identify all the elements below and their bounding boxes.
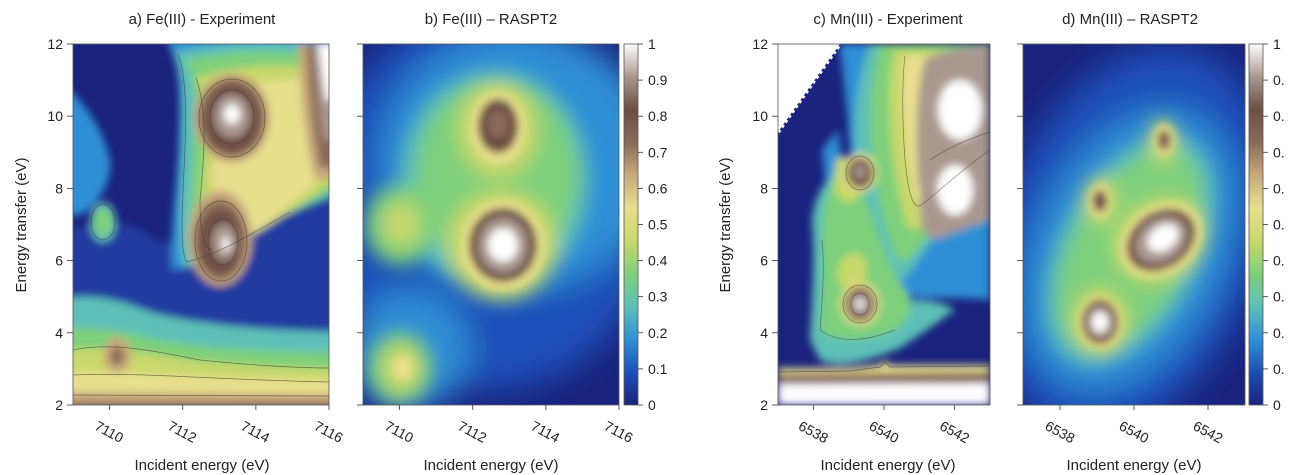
y-tick-label: 10 [47, 108, 63, 124]
panel-c: c) Mn(III) - Experiment [717, 11, 991, 474]
panel-d-x-label: Incident energy (eV) [1066, 457, 1201, 474]
panel-d-y-ticks [1017, 43, 1023, 406]
colorbar-tick-label: 0. [1273, 217, 1285, 233]
panel-d-x-axis: 6538 6540 6542 [1043, 405, 1226, 446]
colorbar-tick-label: 0. [1273, 289, 1285, 305]
x-tick-label: 6540 [867, 418, 902, 447]
x-tick-label: 7114 [238, 418, 272, 446]
y-tick-label: 4 [760, 325, 768, 341]
panel-a-y-label: Energy transfer (eV) [13, 157, 30, 292]
x-tick-label: 6542 [1191, 418, 1226, 447]
panel-a: a) Fe(III) - Experiment [13, 11, 346, 474]
colorbar-tick-label: 0. [1273, 72, 1285, 88]
panel-b-x-axis: 7110 7112 7114 7116 [382, 405, 636, 446]
panel-b-heatmap [363, 44, 619, 405]
panel-a-heatmap [73, 44, 329, 405]
colorbar-tick-label: 1 [648, 36, 656, 52]
colorbar-tick-label: 0. [1273, 144, 1285, 160]
colorbar-b-ticks: 1 0.9 0.8 0.7 0.6 0.5 0.4 0.3 0.2 0.1 0 [638, 36, 668, 413]
y-tick-label: 12 [752, 36, 768, 52]
colorbar-tick-label: 0. [1273, 180, 1285, 196]
y-tick-label: 6 [760, 253, 768, 269]
x-tick-label: 6538 [796, 418, 831, 447]
colorbar-tick-label: 0. [1273, 361, 1285, 377]
y-tick-label: 2 [760, 397, 768, 413]
panel-c-x-label: Incident energy (eV) [820, 457, 955, 474]
panel-a-x-axis: 7110 7112 7114 7116 [92, 405, 346, 446]
panel-d: d) Mn(III) – RASPT2 [1017, 11, 1285, 474]
colorbar-tick-label: 0. [1273, 325, 1285, 341]
y-tick-label: 8 [760, 180, 768, 196]
colorbar-tick-label: 0. [1273, 108, 1285, 124]
panel-c-y-axis: 2 4 6 8 10 12 [752, 36, 778, 413]
panel-a-x-label: Incident energy (eV) [134, 457, 269, 474]
x-tick-label: 6538 [1043, 418, 1078, 447]
panel-d-heatmap [1023, 44, 1245, 405]
panel-b-title: b) Fe(III) – RASPT2 [425, 11, 558, 28]
y-tick-label: 10 [752, 108, 768, 124]
colorbar-tick-label: 0. [1273, 253, 1285, 269]
colorbar-tick-label: 0.8 [648, 108, 668, 124]
x-tick-label: 7114 [528, 418, 562, 446]
y-tick-label: 2 [55, 397, 63, 413]
panel-b-y-ticks [357, 43, 363, 406]
colorbar-tick-label: 0.5 [648, 217, 668, 233]
colorbar-tick-label: 0 [1273, 397, 1281, 413]
x-tick-label: 7110 [92, 418, 126, 446]
x-tick-label: 6540 [1117, 418, 1152, 447]
y-tick-label: 6 [55, 253, 63, 269]
y-tick-label: 12 [47, 36, 63, 52]
y-tick-label: 4 [55, 325, 63, 341]
colorbar-d-ticks: 1 0. 0. 0. 0. 0. 0. 0. 0. 0. 0 [1263, 36, 1285, 413]
x-tick-label: 6542 [937, 418, 972, 447]
panel-d-title: d) Mn(III) – RASPT2 [1062, 11, 1198, 28]
colorbar-tick-label: 0 [648, 397, 656, 413]
panel-c-y-label: Energy transfer (eV) [717, 157, 734, 292]
colorbar-tick-label: 0.2 [648, 325, 668, 341]
x-tick-label: 7112 [455, 418, 489, 446]
colorbar-tick-label: 1 [1273, 36, 1281, 52]
panel-c-title: c) Mn(III) - Experiment [813, 11, 963, 28]
y-tick-label: 8 [55, 180, 63, 196]
panel-b-x-label: Incident energy (eV) [423, 457, 558, 474]
panel-c-x-axis: 6538 6540 6542 [796, 405, 972, 447]
colorbar-tick-label: 0.6 [648, 180, 668, 196]
colorbar-d [1248, 43, 1264, 406]
x-tick-label: 7112 [165, 418, 199, 446]
colorbar-tick-label: 0.9 [648, 72, 668, 88]
x-tick-label: 7116 [602, 418, 636, 446]
colorbar-tick-label: 0.4 [648, 253, 668, 269]
colorbar-tick-label: 0.1 [648, 361, 668, 377]
panel-b: b) Fe(III) – RASPT2 [357, 11, 668, 474]
x-tick-label: 7110 [382, 418, 416, 446]
colorbar-tick-label: 0.7 [648, 144, 668, 160]
x-tick-label: 7116 [312, 418, 346, 446]
colorbar-b [623, 43, 639, 406]
panel-c-heatmap [778, 44, 990, 405]
colorbar-tick-label: 0.3 [648, 289, 668, 305]
panel-a-y-axis: 2 4 6 8 10 12 [47, 36, 73, 413]
panel-a-title: a) Fe(III) - Experiment [129, 11, 277, 28]
